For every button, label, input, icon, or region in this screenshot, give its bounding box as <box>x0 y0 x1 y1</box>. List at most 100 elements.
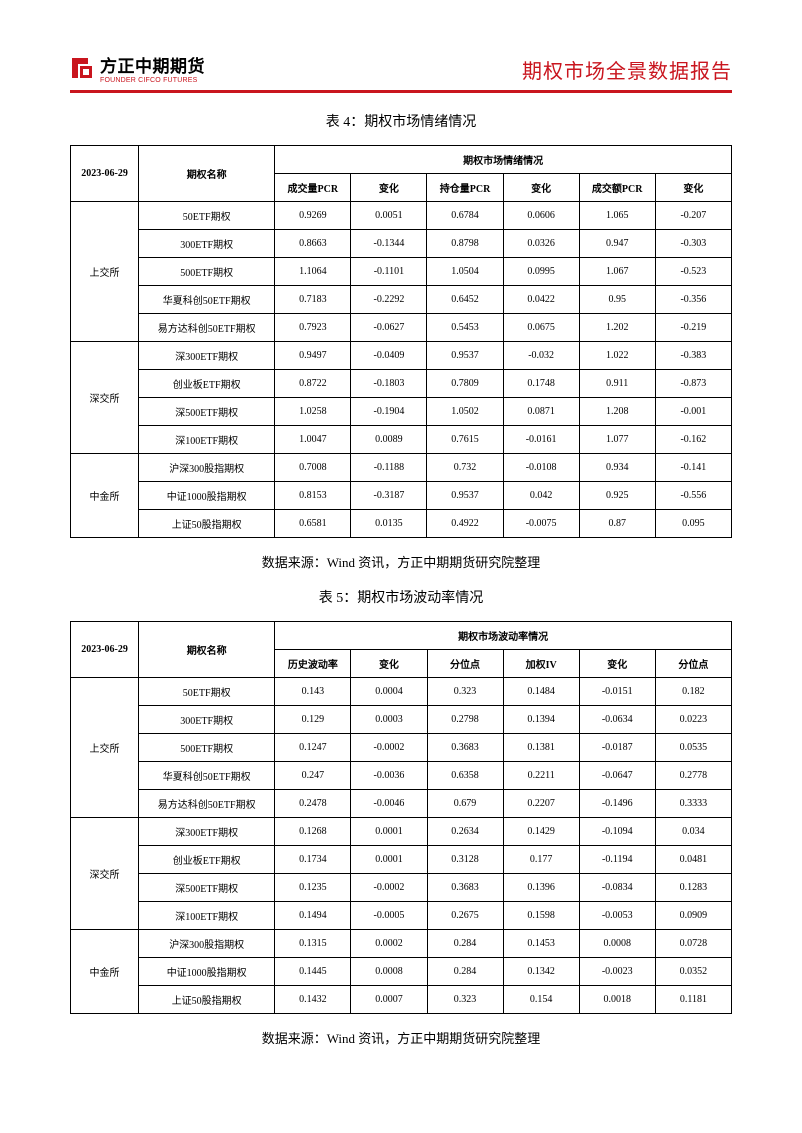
value-cell: -0.1803 <box>351 370 427 398</box>
value-cell: 0.87 <box>579 510 655 538</box>
option-name-cell: 300ETF期权 <box>139 230 275 258</box>
name-header: 期权名称 <box>139 146 275 202</box>
value-cell: 0.0326 <box>503 230 579 258</box>
value-cell: -0.1496 <box>579 790 655 818</box>
value-cell: 0.0008 <box>351 958 427 986</box>
value-cell: 0.3683 <box>427 734 503 762</box>
table5-title: 表 5：期权市场波动率情况 <box>70 587 732 607</box>
value-cell: -0.0108 <box>503 454 579 482</box>
value-cell: 0.1247 <box>275 734 351 762</box>
value-cell: 0.6581 <box>275 510 351 538</box>
value-cell: -0.523 <box>655 258 731 286</box>
value-cell: 0.0909 <box>655 902 731 930</box>
option-name-cell: 上证50股指期权 <box>139 510 275 538</box>
value-cell: 0.247 <box>275 762 351 790</box>
company-name-cn: 方正中期期货 <box>100 57 205 76</box>
column-header: 分位点 <box>655 650 731 678</box>
value-cell: -0.162 <box>655 426 731 454</box>
value-cell: -0.873 <box>655 370 731 398</box>
value-cell: -0.3187 <box>351 482 427 510</box>
value-cell: 0.0008 <box>579 930 655 958</box>
column-header: 成交额PCR <box>579 174 655 202</box>
value-cell: -0.032 <box>503 342 579 370</box>
option-name-cell: 中证1000股指期权 <box>139 958 275 986</box>
value-cell: 0.5453 <box>427 314 503 342</box>
value-cell: 0.129 <box>275 706 351 734</box>
value-cell: -0.303 <box>655 230 731 258</box>
table-row: 上证50股指期权0.65810.01350.4922-0.00750.870.0… <box>71 510 732 538</box>
value-cell: 0.2211 <box>503 762 579 790</box>
table-row: 上证50股指期权0.14320.00070.3230.1540.00180.11… <box>71 986 732 1014</box>
option-name-cell: 沪深300股指期权 <box>139 930 275 958</box>
column-header: 加权IV <box>503 650 579 678</box>
value-cell: 0.1283 <box>655 874 731 902</box>
value-cell: 0.1429 <box>503 818 579 846</box>
table-row: 300ETF期权0.1290.00030.27980.1394-0.06340.… <box>71 706 732 734</box>
value-cell: 0.284 <box>427 958 503 986</box>
value-cell: 1.202 <box>579 314 655 342</box>
value-cell: -0.383 <box>655 342 731 370</box>
table-row: 易方达科创50ETF期权0.2478-0.00460.6790.2207-0.1… <box>71 790 732 818</box>
value-cell: 0.0051 <box>351 202 427 230</box>
value-cell: -0.1344 <box>351 230 427 258</box>
date-header: 2023-06-29 <box>71 622 139 678</box>
value-cell: 0.8798 <box>427 230 503 258</box>
value-cell: 0.8153 <box>275 482 351 510</box>
value-cell: -0.001 <box>655 398 731 426</box>
value-cell: -0.219 <box>655 314 731 342</box>
column-header: 变化 <box>351 174 427 202</box>
value-cell: -0.0151 <box>579 678 655 706</box>
value-cell: 0.177 <box>503 846 579 874</box>
value-cell: 0.1598 <box>503 902 579 930</box>
page-header: 方正中期期货 FOUNDER CIFCO FUTURES 期权市场全景数据报告 <box>70 52 732 93</box>
value-cell: 0.0004 <box>351 678 427 706</box>
value-cell: 0.2634 <box>427 818 503 846</box>
value-cell: 0.0352 <box>655 958 731 986</box>
value-cell: 0.7008 <box>275 454 351 482</box>
value-cell: -0.0023 <box>579 958 655 986</box>
table-row: 中证1000股指期权0.8153-0.31870.95370.0420.925-… <box>71 482 732 510</box>
table-row: 易方达科创50ETF期权0.7923-0.06270.54530.06751.2… <box>71 314 732 342</box>
value-cell: -0.1188 <box>351 454 427 482</box>
value-cell: 0.934 <box>579 454 655 482</box>
option-name-cell: 深100ETF期权 <box>139 902 275 930</box>
option-name-cell: 300ETF期权 <box>139 706 275 734</box>
value-cell: 0.154 <box>503 986 579 1014</box>
column-header: 成交量PCR <box>275 174 351 202</box>
value-cell: 1.022 <box>579 342 655 370</box>
value-cell: 0.1381 <box>503 734 579 762</box>
exchange-cell: 深交所 <box>71 818 139 930</box>
column-header: 历史波动率 <box>275 650 351 678</box>
option-name-cell: 500ETF期权 <box>139 734 275 762</box>
option-name-cell: 深300ETF期权 <box>139 818 275 846</box>
table-row: 华夏科创50ETF期权0.7183-0.22920.64520.04220.95… <box>71 286 732 314</box>
value-cell: 0.1396 <box>503 874 579 902</box>
value-cell: 0.3333 <box>655 790 731 818</box>
value-cell: 1.0258 <box>275 398 351 426</box>
option-name-cell: 华夏科创50ETF期权 <box>139 762 275 790</box>
value-cell: 0.1394 <box>503 706 579 734</box>
value-cell: -0.356 <box>655 286 731 314</box>
logo-text: 方正中期期货 FOUNDER CIFCO FUTURES <box>100 52 205 84</box>
value-cell: 1.065 <box>579 202 655 230</box>
value-cell: 0.1315 <box>275 930 351 958</box>
value-cell: -0.0409 <box>351 342 427 370</box>
option-name-cell: 深500ETF期权 <box>139 398 275 426</box>
value-cell: 0.6358 <box>427 762 503 790</box>
value-cell: 0.0871 <box>503 398 579 426</box>
option-name-cell: 沪深300股指期权 <box>139 454 275 482</box>
value-cell: 0.6784 <box>427 202 503 230</box>
value-cell: 0.1494 <box>275 902 351 930</box>
column-header: 变化 <box>655 174 731 202</box>
value-cell: 0.8722 <box>275 370 351 398</box>
exchange-cell: 上交所 <box>71 678 139 818</box>
value-cell: 0.1235 <box>275 874 351 902</box>
value-cell: 0.1734 <box>275 846 351 874</box>
date-header: 2023-06-29 <box>71 146 139 202</box>
value-cell: -0.0187 <box>579 734 655 762</box>
column-header: 变化 <box>579 650 655 678</box>
table-row: 深100ETF期权1.00470.00890.7615-0.01611.077-… <box>71 426 732 454</box>
table-row: 上交所50ETF期权0.1430.00040.3230.1484-0.01510… <box>71 678 732 706</box>
table-row: 300ETF期权0.8663-0.13440.87980.03260.947-0… <box>71 230 732 258</box>
value-cell: 0.679 <box>427 790 503 818</box>
